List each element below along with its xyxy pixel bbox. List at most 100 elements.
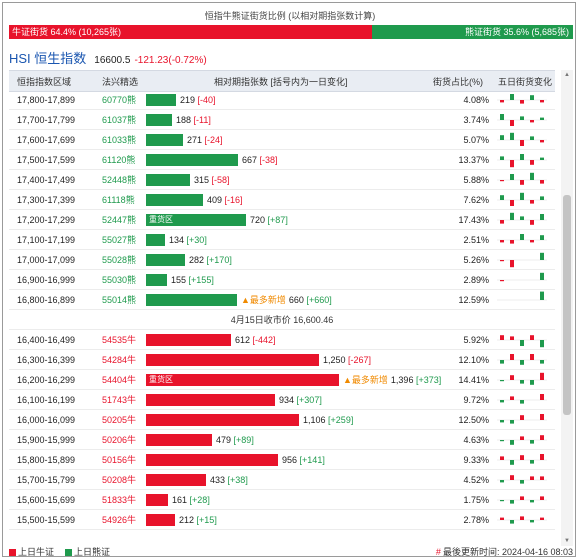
warrant-code-link[interactable]: 55027熊	[102, 235, 137, 245]
warrant-code-link[interactable]: 60770熊	[102, 95, 137, 105]
warrant-code-link[interactable]: 54535牛	[102, 335, 137, 345]
bear-row[interactable]: 17,700-17,799 61037熊 188 [-11] 3.74%	[9, 110, 555, 130]
sparkline-bar	[540, 340, 544, 348]
bull-row[interactable]: 15,600-15,699 51833牛 161 [+28] 1.75%	[9, 490, 555, 510]
volume-value: 1,250 [-267]	[323, 350, 371, 370]
sparkline-bar	[540, 252, 544, 260]
warrant-code-link[interactable]: 55030熊	[102, 275, 137, 285]
index-name[interactable]: HSI 恒生指数	[9, 51, 87, 66]
bull-row[interactable]: 16,200-16,299 54404牛 重货区 ▲最多新增 1,396 [+373] 1…	[9, 370, 555, 390]
share-cell: 5.07%	[463, 135, 489, 145]
warrant-code-link[interactable]: 51743牛	[102, 395, 137, 405]
sparkline-bar	[500, 456, 504, 460]
bear-row[interactable]: 17,300-17,399 61118熊 409 [-16] 7.62%	[9, 190, 555, 210]
sparkline-bar	[520, 100, 524, 104]
warrant-code-link[interactable]: 54284牛	[102, 355, 137, 365]
bull-row[interactable]: 16,400-16,499 54535牛 612 [-442] 5.92%	[9, 330, 555, 350]
sparkline-bar	[500, 114, 504, 120]
bear-row[interactable]: 17,800-17,899 60770熊 219 [-40] 4.08%	[9, 94, 555, 110]
five-day-sparkline	[497, 394, 547, 404]
volume-number: 161	[172, 495, 188, 505]
sparkline-bar	[500, 400, 504, 403]
sparkline-bar	[510, 500, 514, 504]
bear-row[interactable]: 17,400-17,499 52448熊 315 [-58] 5.88%	[9, 170, 555, 190]
warrant-code-link[interactable]: 61033熊	[102, 135, 137, 145]
volume-number: 271	[187, 135, 203, 145]
share-cell: 17.43%	[458, 215, 489, 225]
bull-ratio-segment: 牛证街货 64.4% (10,265张)	[9, 25, 372, 39]
volume-number: 409	[207, 195, 223, 205]
warrant-code-link[interactable]: 50156牛	[102, 455, 137, 465]
warrant-code-link[interactable]: 54404牛	[102, 375, 137, 385]
volume-value: 433 [+38]	[210, 470, 248, 490]
range-cell: 16,200-16,299	[17, 375, 76, 385]
warrant-code-link[interactable]: 61037熊	[102, 115, 137, 125]
share-cell: 9.72%	[463, 395, 489, 405]
one-day-change: [+38]	[227, 475, 248, 485]
bear-row[interactable]: 16,900-16,999 55030熊 155 [+155] 2.89%	[9, 270, 555, 290]
bear-row[interactable]: 16,800-16,899 55014熊 ▲最多新增 660 [+660] 12.59%	[9, 290, 555, 310]
sparkline-bar	[520, 480, 524, 484]
one-day-change: [-58]	[211, 175, 230, 185]
five-day-sparkline	[497, 212, 547, 225]
bear-row[interactable]: 17,000-17,099 55028熊 282 [+170] 5.26%	[9, 250, 555, 270]
scrollbar[interactable]: ▲ ▼	[561, 70, 573, 546]
volume-value: 161 [+28]	[172, 490, 210, 510]
warrant-code-link[interactable]: 61118熊	[102, 195, 135, 205]
warrant-code-link[interactable]: 61120熊	[102, 155, 136, 165]
bear-row[interactable]: 17,100-17,199 55027熊 134 [+30] 2.51%	[9, 230, 555, 250]
range-cell: 15,800-15,899	[17, 455, 76, 465]
sparkline-bar	[540, 140, 544, 143]
warrant-code-link[interactable]: 54926牛	[102, 515, 137, 525]
scroll-up-arrow-icon[interactable]: ▲	[564, 72, 570, 78]
range-cell: 17,200-17,299	[17, 215, 76, 225]
sparkline-bar	[540, 100, 544, 103]
warrant-code-link[interactable]: 55028熊	[102, 255, 137, 265]
warrant-code-link[interactable]: 50206牛	[102, 435, 137, 445]
sparkline-bar	[510, 475, 514, 480]
volume-bar	[146, 454, 278, 466]
sparkline-bar	[520, 234, 524, 240]
warrant-code-link[interactable]: 51833牛	[102, 495, 137, 505]
bull-row[interactable]: 15,500-15,599 54926牛 212 [+15] 2.78%	[9, 510, 555, 530]
volume-value: 271 [-24]	[187, 130, 223, 150]
bull-row[interactable]: 16,000-16,099 50205牛 1,106 [+259] 12.50%	[9, 410, 555, 430]
scroll-thumb[interactable]	[563, 195, 571, 415]
sparkline-bar	[530, 380, 534, 385]
warrant-code-link[interactable]: 52448熊	[102, 175, 137, 185]
five-day-sparkline	[497, 496, 547, 504]
five-day-sparkline	[497, 252, 547, 268]
volume-value: ▲最多新增 1,396 [+373]	[343, 370, 441, 390]
volume-bar	[146, 294, 237, 306]
bull-row[interactable]: 16,100-16,199 51743牛 934 [+307] 9.72%	[9, 390, 555, 410]
bull-row[interactable]: 15,800-15,899 50156牛 956 [+141] 9.33%	[9, 450, 555, 470]
sparkline-bar	[510, 520, 514, 524]
warrant-code-link[interactable]: 52447熊	[102, 215, 137, 225]
footer: 上日牛证 上日熊证 # 最後更新时间: 2024-04-16 08:03	[9, 546, 573, 558]
bull-row[interactable]: 15,900-15,999 50206牛 479 [+89] 4.63%	[9, 430, 555, 450]
warrant-code-link[interactable]: 50208牛	[102, 475, 137, 485]
bull-row[interactable]: 15,700-15,799 50208牛 433 [+38] 4.52%	[9, 470, 555, 490]
sparkline-bar	[500, 100, 504, 103]
five-day-sparkline	[497, 335, 547, 348]
one-day-change: [-267]	[348, 355, 372, 365]
range-cell: 17,800-17,899	[17, 95, 76, 105]
header-share: 街货占比(%)	[433, 77, 483, 87]
volume-bar	[146, 354, 319, 366]
volume-value: 134 [+30]	[169, 230, 207, 250]
bull-row[interactable]: 16,300-16,399 54284牛 1,250 [-267] 12.10%	[9, 350, 555, 370]
volume-number: 956	[282, 455, 298, 465]
warrant-code-link[interactable]: 50205牛	[102, 415, 137, 425]
range-cell: 16,400-16,499	[17, 335, 76, 345]
bear-row[interactable]: 17,600-17,699 61033熊 271 [-24] 5.07%	[9, 130, 555, 150]
bear-row[interactable]: 17,200-17,299 52447熊 重货区 720 [+87] 17.43%	[9, 210, 555, 230]
volume-number: 667	[242, 155, 258, 165]
volume-value: 720 [+87]	[250, 210, 288, 230]
share-cell: 12.10%	[458, 355, 489, 365]
bear-row[interactable]: 17,500-17,599 61120熊 667 [-38] 13.37%	[9, 150, 555, 170]
sparkline-bar	[510, 440, 514, 445]
warrant-code-link[interactable]: 55014熊	[102, 295, 137, 305]
sparkline-bar	[540, 157, 544, 160]
scroll-down-arrow-icon[interactable]: ▼	[564, 538, 570, 544]
